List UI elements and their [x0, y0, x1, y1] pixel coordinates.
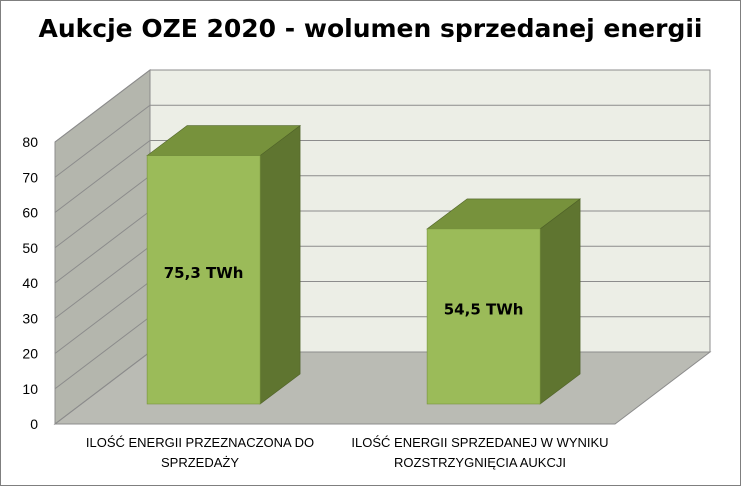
gridline	[54, 69, 710, 143]
bars: 75,3 TWh 54,5 TWh	[146, 124, 581, 405]
chart-title: Aukcje OZE 2020 - wolumen sprzedanej ene…	[38, 14, 703, 43]
y-tick-label: 20	[22, 346, 38, 362]
bar: 75,3 TWh	[146, 124, 302, 405]
y-tick-label: 40	[22, 275, 38, 291]
gridline	[54, 104, 710, 178]
gridline	[54, 140, 710, 213]
y-tick-label: 50	[22, 240, 38, 256]
bar-side	[259, 124, 301, 405]
bar-side	[539, 198, 581, 405]
y-tick-label: 0	[30, 416, 38, 432]
y-axis-ticks: 0 10 20 30 40 50 60 70 80	[22, 134, 38, 432]
y-tick-label: 30	[22, 310, 38, 326]
category-label: ILOŚĆ ENERGII PRZEZNACZONA DO SPRZEDAŻY	[86, 435, 314, 470]
y-tick-label: 60	[22, 205, 38, 221]
data-label: 54,5 TWh	[444, 300, 524, 318]
data-label: 75,3 TWh	[164, 264, 244, 282]
category-label: ILOŚĆ ENERGII SPRZEDANEJ W WYNIKU ROZSTRZ…	[351, 435, 608, 470]
bar-front	[426, 228, 541, 405]
y-tick-label: 10	[22, 381, 38, 397]
bar-front	[146, 155, 261, 405]
y-tick-label: 70	[22, 169, 38, 185]
bar: 54,5 TWh	[426, 198, 581, 405]
category-labels: ILOŚĆ ENERGII PRZEZNACZONA DO SPRZEDAŻY IL…	[86, 435, 609, 470]
y-tick-label: 80	[22, 134, 38, 150]
